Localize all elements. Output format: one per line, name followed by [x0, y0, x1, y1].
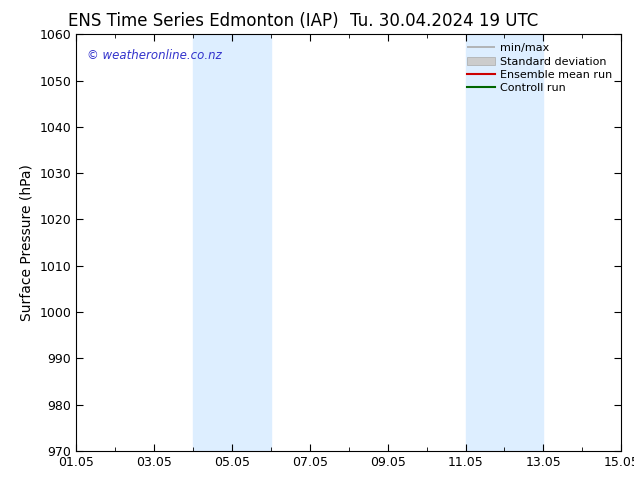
Bar [193, 34, 271, 451]
Bar [465, 34, 543, 451]
Text: Tu. 30.04.2024 19 UTC: Tu. 30.04.2024 19 UTC [350, 12, 538, 30]
Legend: min/max, Standard deviation, Ensemble mean run, Controll run: min/max, Standard deviation, Ensemble me… [463, 40, 616, 97]
Text: ENS Time Series Edmonton (IAP): ENS Time Series Edmonton (IAP) [68, 12, 338, 30]
Text: © weatheronline.co.nz: © weatheronline.co.nz [87, 49, 222, 62]
Y-axis label: Surface Pressure (hPa): Surface Pressure (hPa) [20, 164, 34, 321]
